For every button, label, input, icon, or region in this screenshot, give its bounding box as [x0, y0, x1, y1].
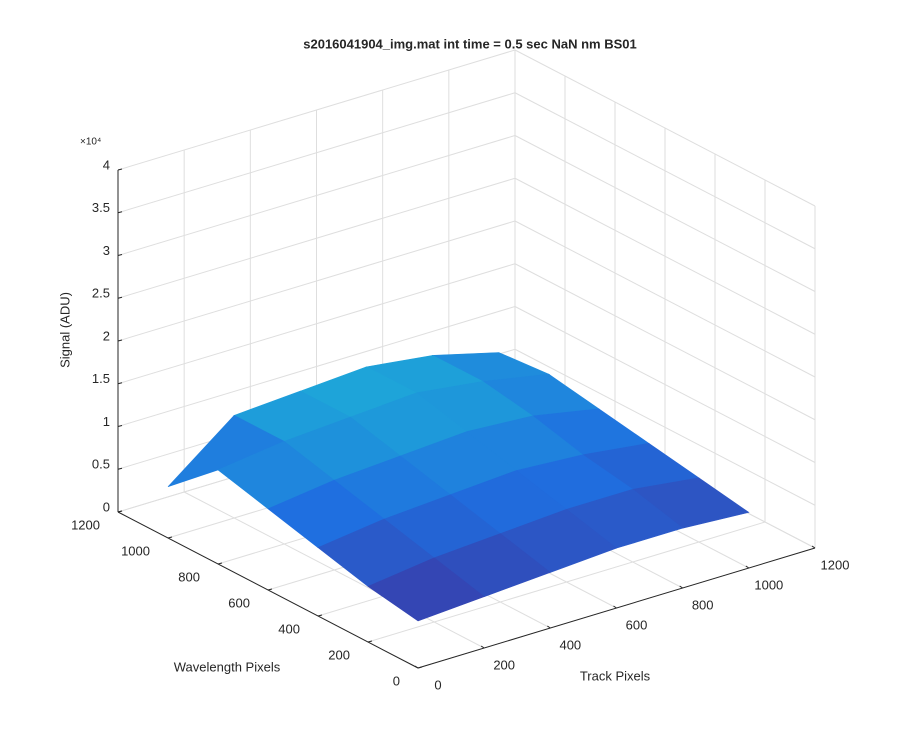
z-tick-label: 3 [103, 243, 110, 258]
grid-line [117, 177, 516, 299]
y-tick-label: 800 [178, 569, 200, 584]
z-tick [117, 168, 123, 171]
x-tick [480, 645, 485, 649]
grid-line [514, 220, 816, 378]
grid-line [117, 92, 516, 214]
z-tick [117, 339, 123, 342]
x-tick [811, 545, 816, 549]
z-axis-label: Signal (ADU) [57, 292, 72, 368]
surface-patch [367, 557, 485, 622]
z-tick [117, 211, 123, 214]
y-tick-label: 400 [278, 621, 300, 636]
y-tick [317, 614, 323, 617]
z-exponent-label: ×10⁴ [80, 137, 101, 148]
grid-line [367, 521, 766, 643]
y-tick-label: 0 [393, 673, 400, 688]
z-tick [117, 382, 123, 385]
grid-line [514, 306, 816, 463]
z-tick-label: 3.5 [92, 200, 110, 215]
x-tick-label: 0 [434, 677, 441, 692]
z-tick [117, 467, 123, 470]
y-tick [417, 666, 423, 669]
y-tick-label: 600 [228, 595, 250, 610]
grid-line [117, 135, 516, 256]
y-axis-label: Wavelength Pixels [174, 659, 281, 674]
grid-line [514, 135, 816, 292]
x-axis-label: Track Pixels [580, 668, 651, 683]
z-tick [117, 254, 123, 256]
z-tick [117, 425, 123, 427]
y-tick [217, 562, 223, 565]
grid-line [117, 220, 516, 342]
x-tick-label: 1000 [754, 577, 783, 592]
x-tick-label: 800 [692, 597, 714, 612]
z-tick-label: 1.5 [92, 371, 110, 386]
grid-line [514, 177, 816, 335]
z-tick [117, 510, 123, 513]
z-tick-label: 0 [103, 499, 110, 514]
x-tick [547, 625, 551, 629]
z-tick [117, 296, 123, 299]
y-tick [267, 588, 273, 591]
x-tick [745, 565, 750, 569]
y-tick-label: 1000 [121, 543, 150, 558]
x-tick-label: 1200 [821, 557, 850, 572]
x-tick [613, 605, 617, 609]
y-tick-label: 1200 [71, 517, 100, 532]
y-tick [167, 536, 173, 539]
grid-line [117, 49, 516, 171]
x-tick-label: 400 [559, 637, 581, 652]
grid-line [117, 263, 516, 385]
grid-line [514, 49, 816, 207]
grid-line [117, 306, 516, 427]
z-tick-label: 4 [103, 157, 110, 172]
z-tick-label: 1 [103, 414, 110, 429]
chart-title: s2016041904_img.mat int time = 0.5 sec N… [303, 36, 637, 51]
y-tick-label: 200 [328, 647, 350, 662]
z-tick-label: 0.5 [92, 457, 110, 472]
x-tick [414, 665, 419, 669]
x-tick-label: 600 [626, 617, 648, 632]
z-tick-label: 2.5 [92, 286, 110, 301]
z-tick-label: 2 [103, 328, 110, 343]
grid-line [514, 348, 816, 506]
grid-line [514, 92, 816, 250]
x-tick-label: 200 [493, 657, 515, 672]
y-tick [367, 640, 373, 643]
x-tick [679, 585, 683, 589]
grid-line [514, 263, 816, 421]
